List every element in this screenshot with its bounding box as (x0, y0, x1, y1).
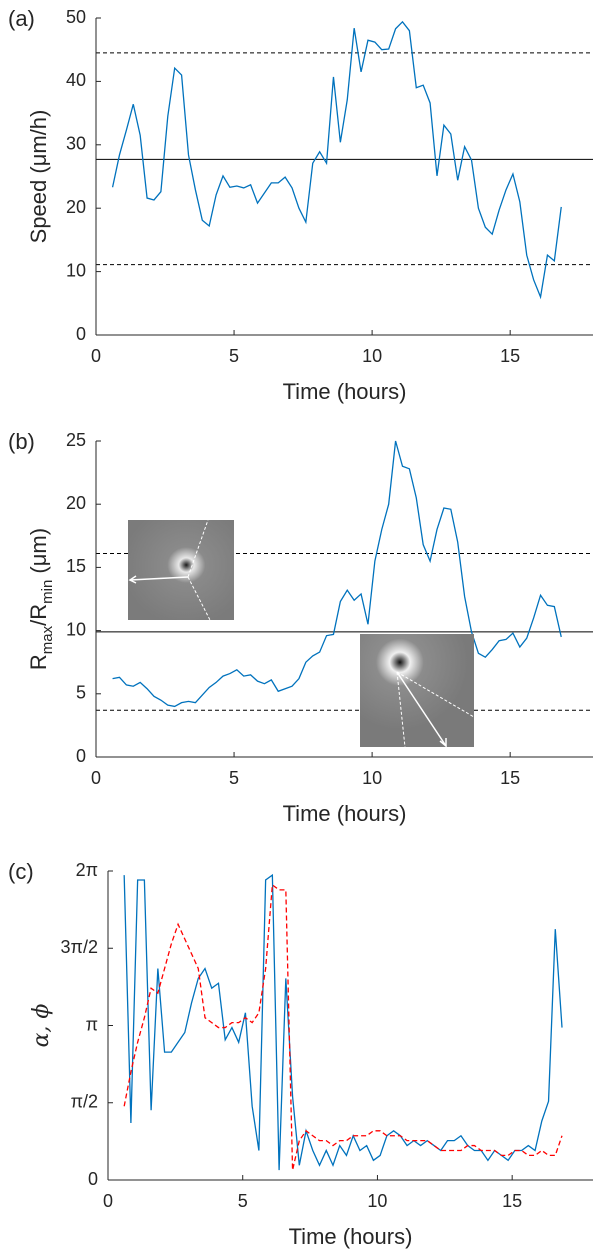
x-axis-label: Time (hours) (283, 801, 407, 826)
y-axis-label: Speed (μm/h) (26, 110, 51, 244)
y-tick-label: 15 (66, 556, 86, 576)
y-axis-label-part: min (39, 580, 56, 604)
inset-dashed (187, 519, 209, 578)
x-tick-label: 10 (362, 768, 382, 788)
x-tick-label: 10 (362, 346, 382, 366)
x-tick-label: 5 (229, 768, 239, 788)
panel-label: (c) (8, 859, 34, 884)
y-axis-label: Rmax/Rmin (μm) (26, 528, 57, 670)
y-tick-label: π/2 (71, 1092, 98, 1112)
y-tick-label: 25 (66, 430, 86, 450)
inset-image (128, 519, 234, 621)
inset-arrow (396, 671, 447, 747)
y-tick-label: 40 (66, 70, 86, 90)
y-axis-label-part: R (26, 654, 51, 670)
y-tick-label: 0 (76, 746, 86, 766)
data-line (123, 873, 563, 1171)
y-tick-label: 5 (76, 683, 86, 703)
x-tick-label: 0 (103, 1191, 113, 1211)
panel-label: (b) (8, 429, 35, 454)
y-axis-label-part: Speed (μm/h) (26, 110, 51, 244)
data-line (112, 440, 562, 708)
inset-photo (128, 520, 234, 620)
x-axis-label: Time (hours) (289, 1224, 413, 1249)
x-tick-label: 15 (500, 768, 520, 788)
panel-label: (a) (8, 6, 35, 31)
y-tick-label: 0 (76, 324, 86, 344)
y-axis-label-part: (μm) (26, 528, 51, 580)
data-line (123, 883, 563, 1171)
inset-arrowhead (128, 575, 137, 584)
y-tick-label: 3π/2 (61, 937, 98, 957)
x-tick-label: 15 (502, 1191, 522, 1211)
inset-arrowhead (439, 738, 447, 748)
y-tick-label: 0 (88, 1169, 98, 1189)
inset-dashed (187, 576, 211, 621)
y-axis-label-part: /R (26, 604, 51, 626)
x-tick-label: 0 (91, 346, 101, 366)
y-tick-label: 20 (66, 197, 86, 217)
x-tick-label: 5 (229, 346, 239, 366)
y-tick-label: 2π (76, 860, 98, 880)
inset-photo (360, 634, 474, 747)
y-tick-label: 10 (66, 260, 86, 280)
inset-image (360, 634, 475, 748)
y-tick-label: π (86, 1014, 98, 1034)
x-tick-label: 0 (91, 768, 101, 788)
y-axis-label-part: α, ϕ (29, 1004, 54, 1048)
y-tick-label: 10 (66, 619, 86, 639)
y-tick-label: 20 (66, 493, 86, 513)
y-axis-label-part: max (39, 625, 56, 654)
data-line (111, 20, 562, 300)
inset-dashed (396, 671, 406, 748)
y-tick-label: 30 (66, 134, 86, 154)
y-tick-label: 50 (66, 7, 86, 27)
inset-arrow (129, 576, 189, 581)
y-axis-label: α, ϕ (29, 1004, 54, 1048)
x-axis-label: Time (hours) (283, 379, 407, 404)
x-tick-label: 10 (367, 1191, 387, 1211)
inset-images (128, 519, 475, 748)
x-tick-label: 15 (500, 346, 520, 366)
x-tick-label: 5 (238, 1191, 248, 1211)
